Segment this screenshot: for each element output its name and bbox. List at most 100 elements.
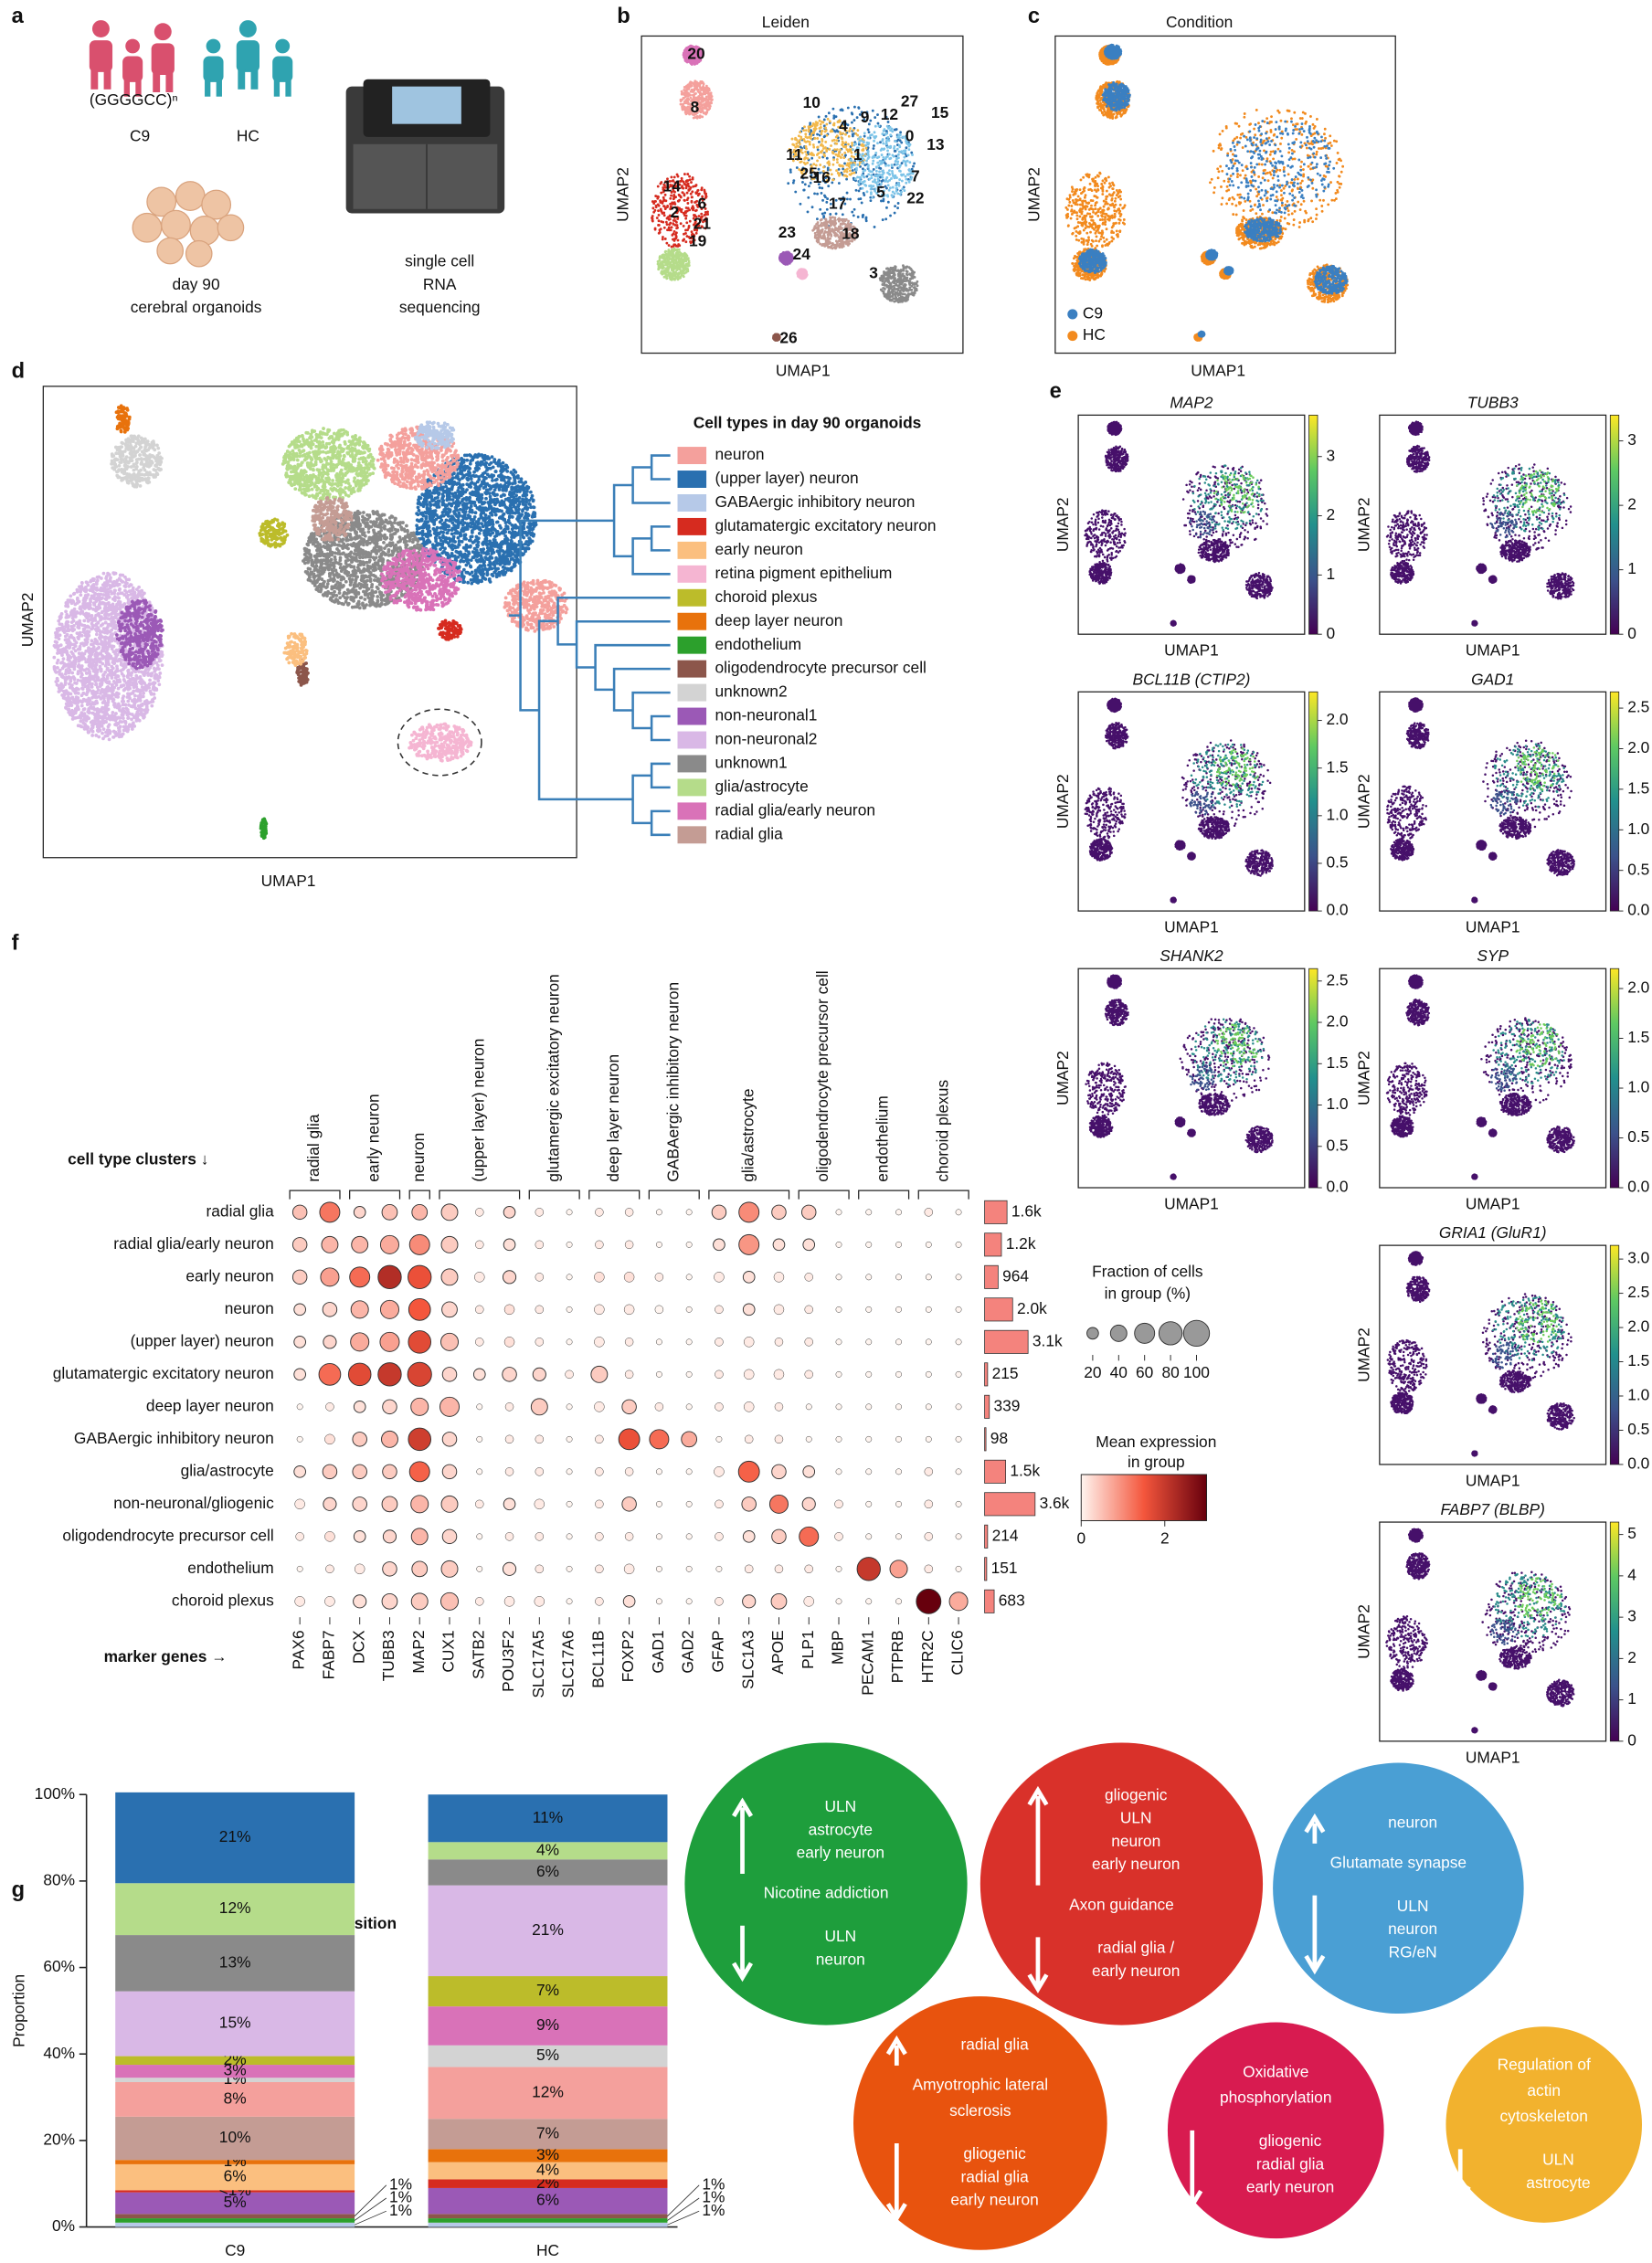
umap-cloud [415,452,538,586]
bar-segment [428,2067,668,2120]
count-bar [984,1362,989,1387]
colorbar-tick-label: 0 [1326,624,1335,642]
colorbar-tick-label: 3 [1627,430,1636,449]
gene-label: SATB2 [469,1630,487,1679]
bar-segment [115,2218,355,2223]
pathway-circle [684,1742,968,2025]
cluster-label: 16 [813,168,831,186]
count-label: 3.1k [1032,1331,1063,1349]
plot-title: Leiden [762,13,810,31]
legend-label: neuron [715,445,765,463]
group-label: radial glia [304,1114,323,1182]
legend-label: deep layer neuron [715,611,843,629]
size-legend-dot [1086,1327,1099,1340]
dot [503,1206,516,1219]
dot [925,1274,932,1281]
dot [925,1241,932,1248]
dot [925,1435,932,1443]
umap-cloud [1386,785,1428,840]
dot [624,1338,634,1347]
value-label: 7% [536,2123,559,2141]
dot [408,1233,430,1255]
colorbar-tick-label: 2 [1160,1529,1170,1548]
gene-label: MBP [829,1630,847,1665]
dot [955,1435,962,1443]
dot [955,1565,962,1572]
dot [955,1370,962,1378]
colorbar-tick-label: 1.0 [1627,820,1649,838]
gene-set-text: ULN [1397,1897,1429,1915]
row-label: early neuron [185,1266,273,1285]
dot [294,1596,305,1607]
umap-cloud [1107,697,1123,714]
count-label: 98 [990,1429,1008,1447]
colorbar-tick-label: 2.0 [1326,710,1348,728]
dot [805,1435,812,1443]
dot [955,1306,962,1313]
organoid-label: day 90 [173,275,220,293]
legend-swatch [677,707,707,725]
umap-cloud [1104,445,1129,473]
umap-cloud [1170,619,1177,627]
gene-set-text: gliogenic [1105,1785,1168,1803]
dot [351,1235,369,1253]
legend-swatch [677,565,707,583]
colorbar-tick-label: 0.5 [1326,1136,1348,1154]
dendrogram-branch [650,762,671,789]
value-label: 11% [533,1808,563,1826]
y-tick-label: 0% [52,2216,75,2235]
gene-label: MAP2 [409,1630,428,1673]
dot [835,1598,842,1605]
callout-line [354,2210,387,2226]
umap-cloud [1187,1128,1196,1137]
plot-frame [1077,968,1306,1189]
bar-segment [428,2006,668,2046]
dot [324,1596,335,1607]
bar-segment [428,2222,668,2227]
sequencing-label: single cell [405,252,474,270]
dot [475,1499,484,1509]
up-arrow [1304,1813,1326,1844]
dot [535,1240,545,1250]
umap-cloud [1187,575,1196,584]
legend-swatch [677,826,707,844]
gene-label: SLC1A3 [738,1630,757,1689]
count-label: 151 [991,1559,1018,1577]
group-bracket [648,1190,700,1200]
dot [353,1206,366,1219]
colorbar-tick-label: 2.0 [1326,1012,1348,1031]
dot [865,1500,873,1507]
dot [595,1499,604,1509]
dot [895,1274,902,1281]
y-axis-label: UMAP2 [1355,1604,1373,1659]
umap-cloud [679,79,714,120]
dot [655,1209,662,1216]
dot [895,1435,902,1443]
value-label: 6% [536,2191,559,2209]
dot [624,1369,634,1380]
y-axis-label: UMAP2 [18,593,37,648]
dot [803,1596,814,1607]
umap-cloud [1492,1018,1565,1084]
dot [772,1238,786,1252]
dot [408,1330,432,1354]
row-label: radial glia [206,1201,275,1220]
gene-set-text: ULN [824,1927,856,1945]
dot [895,1500,902,1507]
dot [566,1209,573,1216]
dot [295,1532,304,1541]
legend-title: Fraction of cells [1092,1263,1203,1281]
cluster-label: 25 [800,164,818,182]
y-tick-label: 80% [43,1870,75,1888]
sequencer [345,79,505,214]
umap-cloud [1385,1062,1428,1116]
bar-segment [428,1842,668,1860]
c9-people [89,20,175,97]
size-legend-label: 40 [1110,1363,1128,1381]
umap-cloud [1390,837,1415,862]
dot [804,1369,813,1380]
dot [955,1468,962,1475]
y-axis-label: UMAP2 [1024,167,1043,222]
umap-cloud [1101,80,1131,112]
